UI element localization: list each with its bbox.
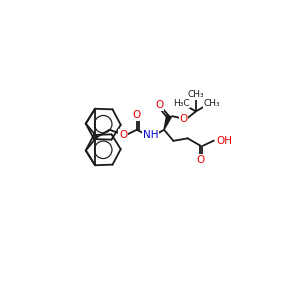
Text: OH: OH xyxy=(217,136,233,146)
Text: CH₃: CH₃ xyxy=(203,99,220,108)
Text: O: O xyxy=(196,155,204,165)
Text: O: O xyxy=(179,114,188,124)
Text: CH₃: CH₃ xyxy=(188,90,204,99)
Polygon shape xyxy=(164,115,171,130)
Text: O: O xyxy=(156,100,164,110)
Text: H₃C: H₃C xyxy=(173,99,190,108)
Text: O: O xyxy=(133,110,141,120)
Text: O: O xyxy=(119,130,127,140)
Text: NH: NH xyxy=(143,130,158,140)
